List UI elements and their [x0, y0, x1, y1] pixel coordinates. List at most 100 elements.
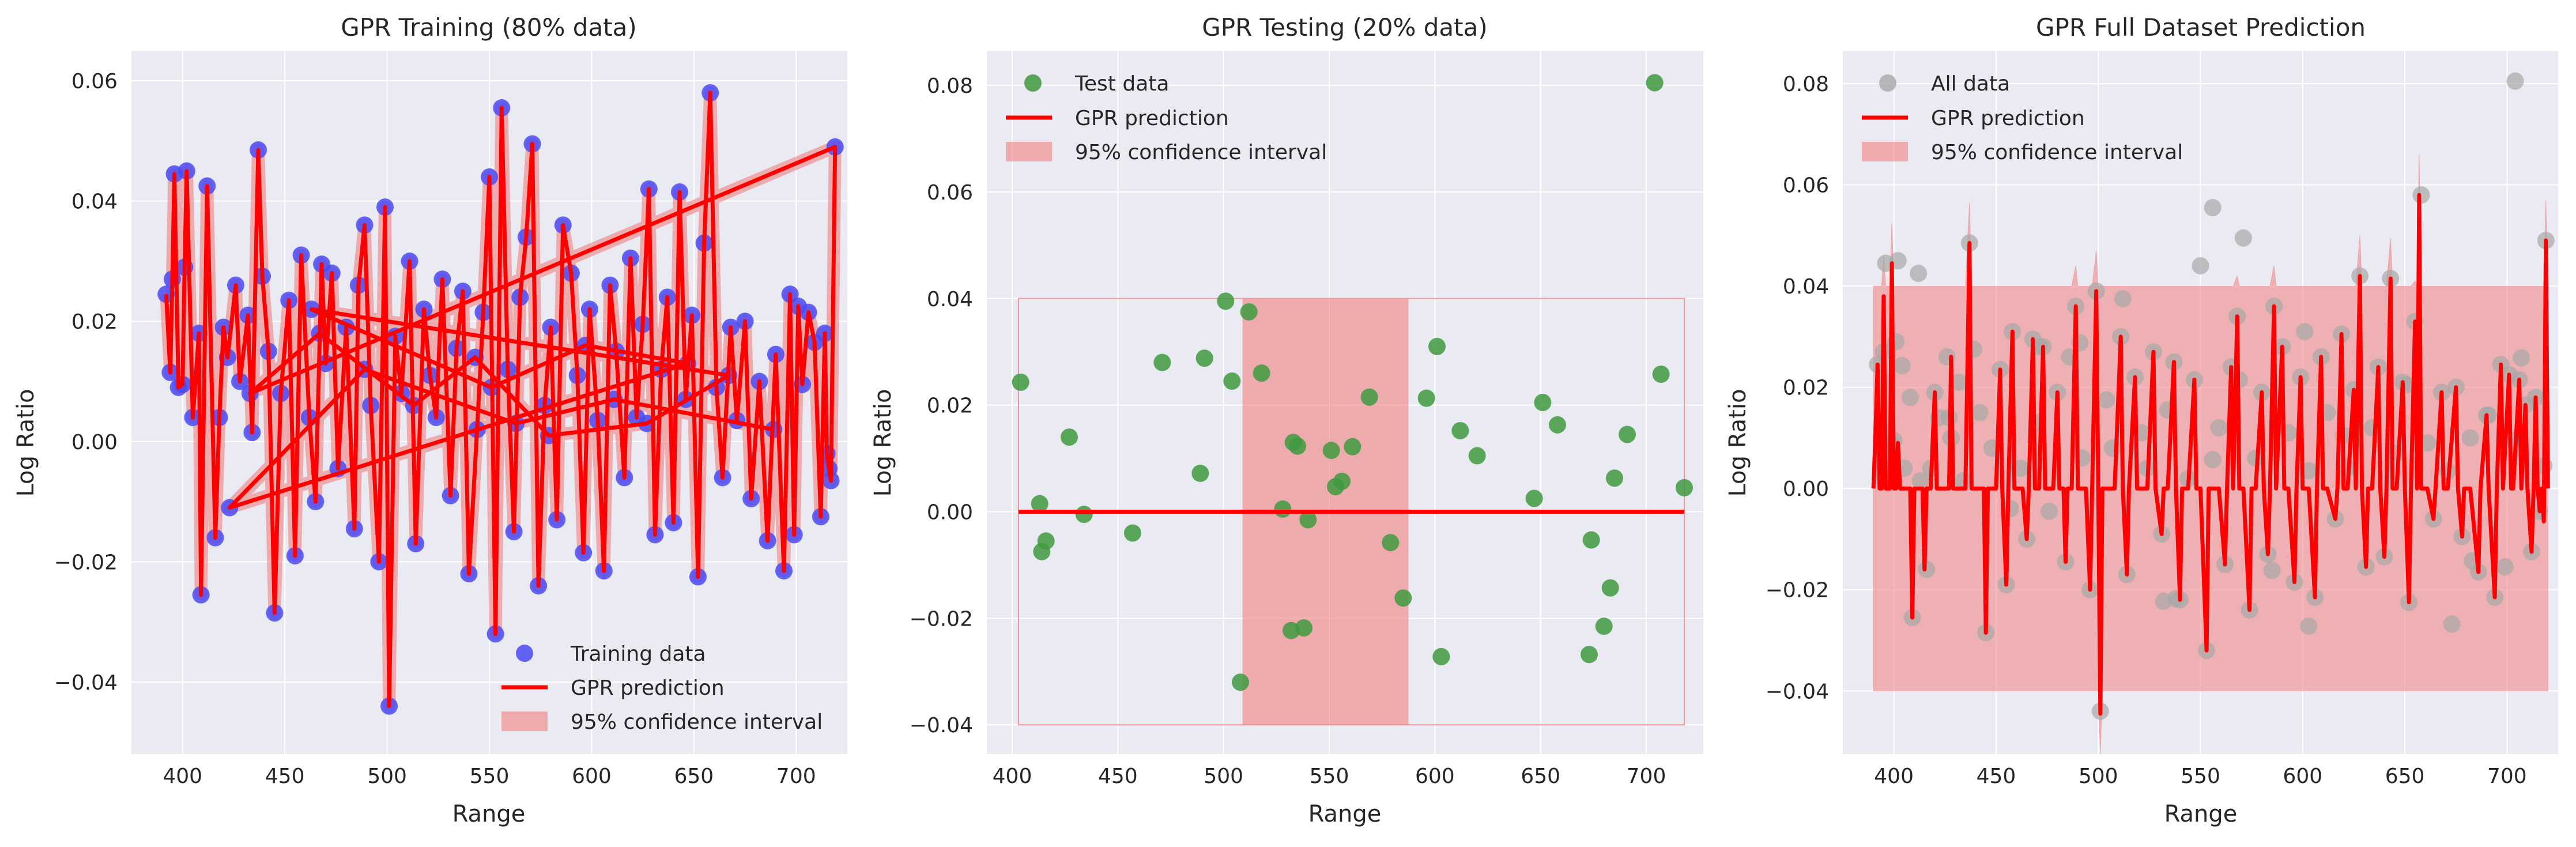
- data-point: [2041, 502, 2058, 520]
- y-tick-label: 0.02: [927, 394, 973, 418]
- data-point: [2098, 391, 2115, 409]
- test-point: [1646, 74, 1664, 92]
- data-point: [2192, 257, 2209, 275]
- data-point: [2204, 199, 2222, 217]
- y-tick-label: 0.02: [1783, 377, 1829, 400]
- panel-full: GPR Full Dataset Prediction Range Log Ra…: [1725, 13, 2558, 827]
- y-tick-label: −0.02: [910, 607, 973, 631]
- legend-training-data-marker: [516, 645, 533, 662]
- test-point: [1451, 421, 1469, 439]
- test-point: [1333, 472, 1351, 490]
- data-point: [2419, 434, 2437, 452]
- data-point: [2012, 460, 2030, 477]
- data-point: [1955, 472, 1972, 490]
- x-tick-label: 450: [1098, 765, 1138, 788]
- x-tick-label: 550: [2181, 765, 2220, 788]
- test-point: [1124, 524, 1141, 542]
- test-point: [1274, 500, 1292, 518]
- x-tick-label: 700: [1627, 765, 1666, 788]
- test-point: [1595, 618, 1613, 635]
- data-point: [1902, 389, 1919, 406]
- test-point: [1061, 428, 1078, 446]
- data-point: [1918, 560, 1936, 578]
- data-point: [2300, 462, 2318, 480]
- x-tick-label: 500: [2079, 765, 2118, 788]
- data-point: [1971, 404, 1989, 421]
- panel-training-xlabel: Range: [452, 801, 526, 827]
- data-point: [2506, 72, 2524, 90]
- y-tick-label: 0.04: [927, 288, 973, 311]
- panel-testing-title: GPR Testing (20% data): [1202, 13, 1488, 42]
- data-point: [2210, 419, 2228, 436]
- y-tick-label: 0.08: [1783, 73, 1829, 96]
- panel-training-legend: Training data GPR prediction 95% confide…: [501, 642, 823, 734]
- test-point: [1676, 479, 1693, 496]
- panel-training-title: GPR Training (80% data): [341, 13, 637, 42]
- y-tick-label: 0.08: [927, 74, 973, 98]
- legend-test-ci-swatch: [1006, 142, 1052, 161]
- legend-test-ci-label: 95% confidence interval: [1075, 141, 1327, 164]
- data-point: [1893, 356, 1911, 374]
- y-tick-label: 0.06: [927, 181, 973, 205]
- test-point: [1432, 648, 1450, 665]
- test-point: [1240, 303, 1258, 321]
- panel-training-ylabel: Log Ratio: [13, 389, 39, 497]
- data-point: [2296, 323, 2314, 341]
- test-point: [1549, 416, 1566, 434]
- test-point: [1344, 438, 1361, 456]
- data-point: [1951, 373, 1968, 391]
- data-point: [2300, 617, 2318, 635]
- legend-training-ci-label: 95% confidence interval: [571, 710, 823, 734]
- test-point: [1417, 389, 1435, 407]
- test-point: [1253, 364, 1270, 382]
- x-tick-label: 600: [2283, 765, 2322, 788]
- test-point: [1322, 442, 1340, 460]
- test-point: [1606, 469, 1623, 487]
- test-point: [1295, 619, 1312, 637]
- panel-full-xlabel: Range: [2164, 801, 2238, 827]
- test-point: [1525, 490, 1543, 507]
- test-point: [1394, 589, 1412, 607]
- plot-marks: [1012, 74, 1693, 726]
- data-point: [2412, 186, 2430, 204]
- data-point: [2443, 615, 2461, 633]
- x-tick-label: 550: [1310, 765, 1349, 788]
- panel-full-legend: All data GPR prediction 95% confidence i…: [1862, 72, 2183, 164]
- y-tick-label: −0.04: [54, 671, 118, 695]
- legend-full-ci-label: 95% confidence interval: [1931, 141, 2183, 164]
- test-point: [1468, 447, 1486, 465]
- x-tick-label: 400: [993, 765, 1032, 788]
- data-point: [2263, 562, 2281, 579]
- legend-test-data-label: Test data: [1074, 72, 1169, 96]
- legend-all-data-label: All data: [1931, 72, 2010, 96]
- test-point: [1289, 437, 1306, 455]
- x-tick-label: 600: [572, 765, 612, 788]
- x-tick-label: 650: [1521, 765, 1560, 788]
- test-point: [1299, 511, 1317, 529]
- legend-full-ci-swatch: [1862, 142, 1908, 161]
- x-tick-label: 500: [1204, 765, 1243, 788]
- test-point: [1601, 579, 1619, 597]
- y-tick-label: 0.00: [927, 500, 973, 524]
- test-point: [1428, 337, 1446, 355]
- panel-testing-ylabel: Log Ratio: [870, 389, 896, 497]
- data-point: [2234, 229, 2252, 247]
- y-tick-label: 0.06: [1783, 174, 1829, 198]
- data-point: [2496, 558, 2514, 576]
- legend-training-prediction-label: GPR prediction: [571, 676, 725, 700]
- test-point: [1191, 464, 1209, 482]
- data-point: [2204, 451, 2222, 469]
- panel-testing-legend: Test data GPR prediction 95% confidence …: [1006, 72, 1327, 164]
- y-tick-label: −0.04: [1766, 680, 1829, 703]
- y-tick-label: 0.02: [71, 310, 118, 334]
- x-tick-label: 500: [367, 765, 407, 788]
- data-point: [2513, 349, 2530, 367]
- legend-all-data-marker: [1879, 74, 1896, 92]
- x-tick-label: 450: [265, 765, 305, 788]
- test-point: [1360, 388, 1378, 406]
- data-point: [2461, 429, 2479, 447]
- test-point: [1012, 373, 1029, 391]
- y-tick-label: 0.00: [71, 431, 118, 454]
- test-point: [1232, 673, 1249, 691]
- panel-testing: GPR Testing (20% data) Range Log Ratio 4…: [870, 13, 1703, 827]
